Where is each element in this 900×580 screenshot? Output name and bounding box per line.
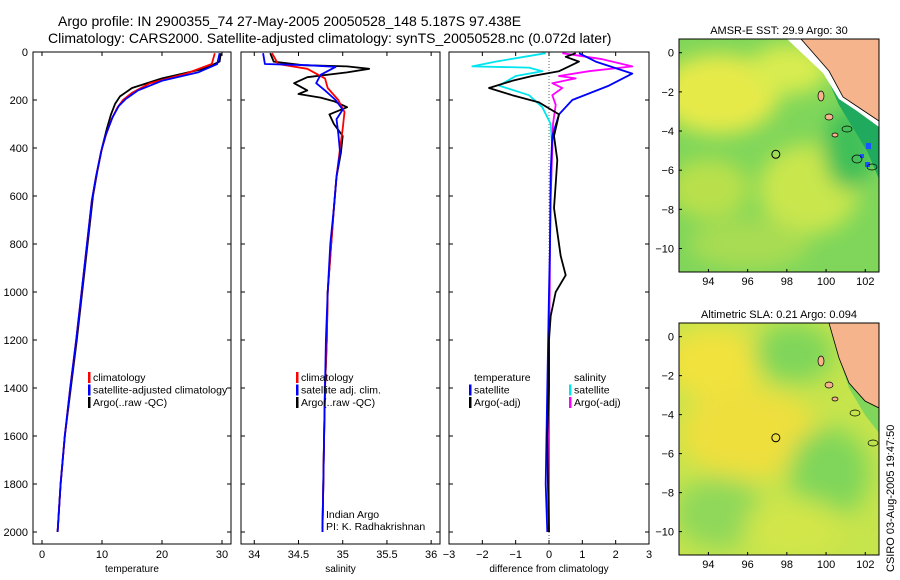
legend-label: Argo(-adj) [474, 397, 521, 409]
y-tick-label: 1200 [4, 335, 28, 347]
x-tick-label: 0 [546, 549, 552, 561]
sst-map-title: AMSR-E SST: 29.9 Argo: 30 [710, 25, 848, 37]
map-x-tick-label: 94 [702, 559, 714, 571]
y-tick-label: 400 [10, 143, 28, 155]
y-tick-label: 1400 [4, 383, 28, 395]
map-x-tick-label: 100 [817, 276, 835, 288]
map-y-tick-label: −10 [655, 244, 674, 256]
x-tick-label: 36 [425, 549, 437, 561]
y-tick-label: 2000 [4, 527, 28, 539]
annotation-text: PI: K. Radhakrishnan [326, 521, 425, 533]
y-tick-label: 600 [10, 191, 28, 203]
series-line-temperature-satellite [544, 52, 634, 533]
map-x-tick-label: 98 [781, 276, 793, 288]
sst-map-axes: 94 96 98 100 102 0 −2 −4 −6 −8 −10 [655, 48, 874, 288]
x-tick-label: −3 [443, 549, 456, 561]
legend-swatch [296, 384, 299, 396]
x-tick-label: −2 [476, 549, 489, 561]
sla-map-frame [678, 322, 880, 556]
x-tick-label: 10 [96, 549, 108, 561]
map-x-tick-label: 96 [742, 559, 754, 571]
y-tick-label: 1600 [4, 431, 28, 443]
series-line-satellite-adjusted-climatology [56, 53, 221, 533]
map-y-tick-label: −4 [661, 126, 674, 138]
title-line-2: Climatology: CARS2000. Satellite-adjuste… [48, 30, 611, 46]
series-line-temperature-argo-adj- [488, 52, 580, 533]
x-tick-label: 34.5 [288, 549, 309, 561]
credit-text: CSIRO 03-Aug-2005 19:47:50 [885, 425, 897, 572]
y-tick-label: 0 [22, 47, 28, 59]
sla-map-title: Altimetric SLA: 0.21 Argo: 0.094 [701, 309, 857, 321]
salinity-panel [240, 51, 441, 545]
x-tick-label: 20 [156, 549, 168, 561]
legend-swatch [88, 384, 91, 396]
x-tick-label: 35.5 [376, 549, 397, 561]
legend-label: Argo(..raw -QC) [301, 397, 375, 409]
map-x-tick-label: 102 [856, 559, 874, 571]
legend-label: climatology [93, 372, 146, 384]
x-tick-label: 3 [646, 549, 652, 561]
y-tick-label: 1800 [4, 479, 28, 491]
legend-swatch [296, 372, 299, 383]
difference-chart: −3 −2 −1 0 1 2 3 difference from climatology tem… [443, 51, 652, 575]
salinity-chart: 34 34.5 35 35.5 36 salinity climatologysatelli… [241, 51, 440, 575]
legend-label: climatology [301, 372, 354, 384]
legend-swatch [469, 384, 472, 396]
x-tick-label: 0 [39, 549, 45, 561]
legend-label: satellite adj. clim. [301, 385, 381, 397]
map-y-tick-label: −8 [661, 204, 674, 216]
x-axis-label: difference from climatology [489, 564, 608, 575]
map-x-tick-label: 100 [817, 559, 835, 571]
legend-label: satellite-adjusted climatology [93, 385, 228, 397]
map-x-tick-label: 102 [856, 276, 874, 288]
map-y-tick-label: 0 [668, 48, 674, 60]
legend-label: temperature [474, 372, 531, 384]
x-tick-label: 1 [579, 549, 585, 561]
x-tick-label: 35 [337, 549, 349, 561]
legend-label: satellite [474, 385, 510, 397]
legend-label: Argo(-adj) [574, 397, 621, 409]
map-y-tick-label: −2 [661, 87, 674, 99]
map-y-tick-label: −8 [661, 488, 674, 500]
map-y-tick-label: −10 [655, 527, 674, 539]
sla-map [679, 323, 879, 555]
map-y-tick-label: 0 [668, 332, 674, 344]
legend-swatch [88, 397, 91, 408]
legend-swatch [296, 397, 299, 408]
y-tick-label: 1000 [4, 287, 28, 299]
annotation-text: Indian Argo [326, 509, 379, 521]
x-axis-label: temperature [105, 564, 159, 575]
x-tick-label: 30 [216, 549, 228, 561]
map-y-tick-label: −6 [661, 165, 674, 177]
sla-map-axes: 94 96 98 100 102 0 −2 −4 −6 −8 −10 [655, 332, 874, 571]
x-tick-label: 2 [613, 549, 619, 561]
map-x-tick-label: 94 [702, 276, 714, 288]
legend-label: satellite [574, 385, 610, 397]
legend-label: Argo(..raw -QC) [93, 397, 167, 409]
map-x-tick-label: 96 [742, 276, 754, 288]
y-tick-label: 800 [10, 239, 28, 251]
map-x-tick-label: 98 [781, 559, 793, 571]
x-tick-label: 34 [248, 549, 260, 561]
x-axis-label: salinity [325, 564, 356, 575]
title-line-1: Argo profile: IN 2900355_74 27-May-2005 … [58, 13, 521, 29]
series-line-satellite-adj-clim- [262, 53, 344, 533]
legend-label: salinity [574, 372, 607, 384]
sst-map-frame [678, 38, 880, 273]
legend-swatch [569, 397, 572, 408]
map-y-tick-label: −4 [661, 410, 674, 422]
legend-swatch [88, 372, 91, 383]
x-tick-label: −1 [509, 549, 522, 561]
legend-swatch [469, 397, 472, 408]
map-y-tick-label: −2 [661, 371, 674, 383]
temperature-panel [32, 51, 232, 545]
temperature-chart: 0 200 400 600 800 1000 1200 1400 1600 1800 2000 0 10… [4, 47, 231, 575]
argo-location-marker [771, 433, 781, 443]
map-y-tick-label: −6 [661, 449, 674, 461]
argo-location-marker [771, 149, 781, 159]
sst-map [679, 39, 879, 272]
legend-swatch [569, 384, 572, 396]
y-tick-label: 200 [10, 95, 28, 107]
